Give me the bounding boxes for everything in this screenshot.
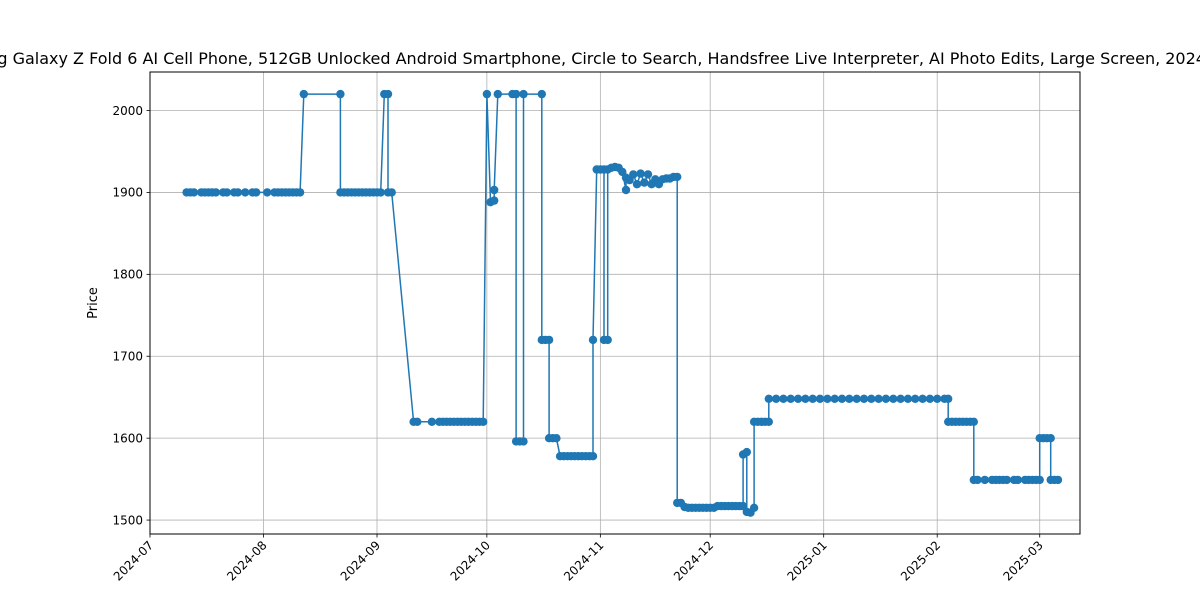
data-point xyxy=(823,395,831,403)
data-point xyxy=(874,395,882,403)
data-point xyxy=(336,90,344,98)
data-point xyxy=(918,395,926,403)
data-point xyxy=(490,186,498,194)
data-point xyxy=(589,452,597,460)
y-tick-label: 1900 xyxy=(112,186,143,200)
data-point xyxy=(860,395,868,403)
data-point xyxy=(1036,476,1044,484)
data-point xyxy=(519,90,527,98)
y-tick-label: 2000 xyxy=(112,104,143,118)
data-point xyxy=(545,336,553,344)
data-point xyxy=(241,188,249,196)
data-point xyxy=(512,90,520,98)
y-tick-label: 1700 xyxy=(112,350,143,364)
data-point xyxy=(633,180,641,188)
data-point xyxy=(809,395,817,403)
data-point xyxy=(882,395,890,403)
data-point xyxy=(300,90,308,98)
data-point xyxy=(867,395,875,403)
data-point xyxy=(765,395,773,403)
data-point xyxy=(904,395,912,403)
data-point xyxy=(845,395,853,403)
data-point xyxy=(636,169,644,177)
data-point xyxy=(644,170,652,178)
data-point xyxy=(589,336,597,344)
data-point xyxy=(552,434,560,442)
data-point xyxy=(853,395,861,403)
data-point xyxy=(801,395,809,403)
y-axis-label: Price xyxy=(86,287,101,319)
data-point xyxy=(838,395,846,403)
data-point xyxy=(911,395,919,403)
data-point xyxy=(1014,476,1022,484)
data-point xyxy=(538,90,546,98)
data-point xyxy=(772,395,780,403)
data-point xyxy=(388,188,396,196)
chart-title: Samsung Galaxy Z Fold 6 AI Cell Phone, 5… xyxy=(0,49,1200,68)
data-point xyxy=(794,395,802,403)
data-point xyxy=(889,395,897,403)
data-point xyxy=(296,188,304,196)
data-point xyxy=(490,196,498,204)
data-point xyxy=(622,186,630,194)
data-point xyxy=(981,476,989,484)
data-point xyxy=(779,395,787,403)
data-point xyxy=(673,173,681,181)
data-point xyxy=(263,188,271,196)
data-point xyxy=(212,188,220,196)
data-point xyxy=(252,188,260,196)
data-point xyxy=(1054,476,1062,484)
data-point xyxy=(944,395,952,403)
data-point xyxy=(787,395,795,403)
data-point xyxy=(223,188,231,196)
y-tick-label: 1800 xyxy=(112,268,143,282)
data-point xyxy=(494,90,502,98)
data-point xyxy=(377,188,385,196)
data-point xyxy=(384,90,392,98)
data-point xyxy=(926,395,934,403)
y-tick-label: 1600 xyxy=(112,431,143,445)
data-point xyxy=(479,418,487,426)
data-point xyxy=(973,476,981,484)
data-point xyxy=(428,418,436,426)
data-point xyxy=(629,170,637,178)
data-point xyxy=(190,188,198,196)
data-point xyxy=(831,395,839,403)
data-point xyxy=(765,418,773,426)
data-point xyxy=(640,178,648,186)
data-point xyxy=(604,336,612,344)
data-point xyxy=(970,418,978,426)
data-point xyxy=(1003,476,1011,484)
data-point xyxy=(1047,434,1055,442)
data-point xyxy=(519,437,527,445)
y-tick-label: 1500 xyxy=(112,513,143,527)
data-point xyxy=(933,395,941,403)
data-point xyxy=(896,395,904,403)
data-point xyxy=(750,504,758,512)
data-point xyxy=(413,418,421,426)
data-point xyxy=(483,90,491,98)
data-point xyxy=(234,188,242,196)
data-point xyxy=(816,395,824,403)
data-point xyxy=(743,448,751,456)
